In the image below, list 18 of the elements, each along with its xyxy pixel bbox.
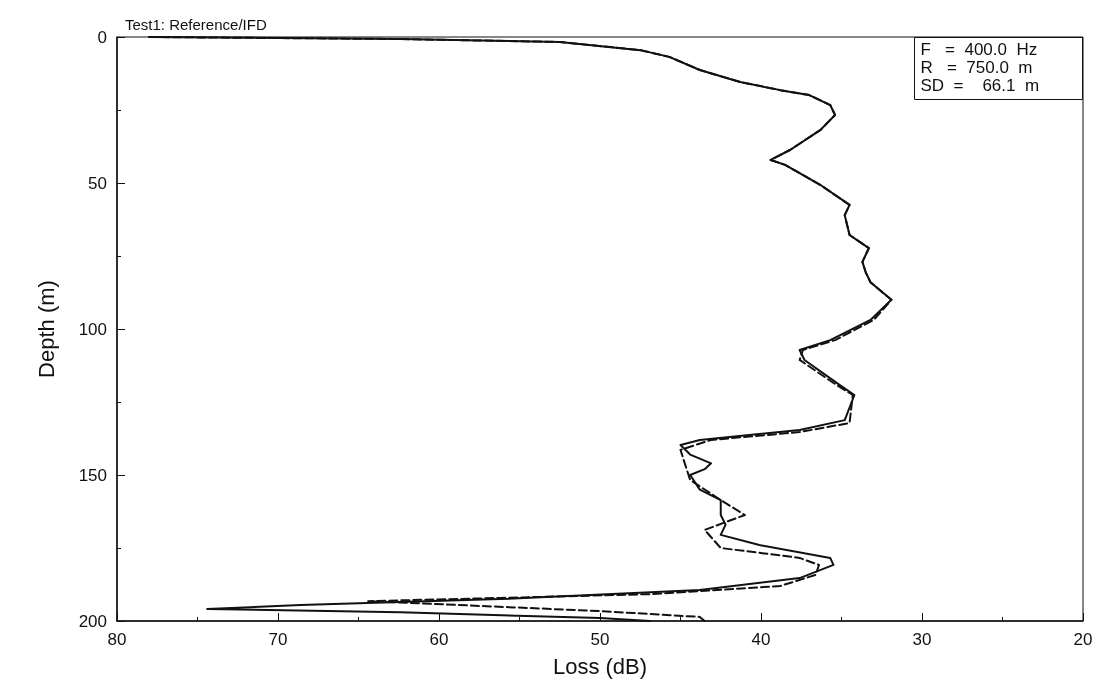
annotation: SD = 66.1 m [920,76,1040,95]
x-tick-label: 30 [912,630,932,649]
y-tick-label: 100 [78,319,107,339]
chart-title: Test1: Reference/IFD [125,16,267,33]
x-tick-label: 80 [107,630,127,649]
x-tick-label: 60 [429,630,449,649]
y-axis-title: Depth (m) [33,280,59,378]
y-tick-label: 200 [78,611,107,631]
y-tick-label: 0 [97,27,107,47]
x-tick-label: 70 [268,630,288,649]
x-tick-label: 40 [751,630,771,649]
y-tick-label: 50 [88,173,107,193]
x-tick-label: 50 [590,630,610,649]
x-tick-label: 20 [1073,630,1093,649]
x-axis-title: Loss (dB) [552,653,648,679]
y-tick-label: 150 [78,465,107,485]
annotation: R = 750.0 m [920,58,1033,77]
annotation: F = 400.0 Hz [920,40,1038,59]
